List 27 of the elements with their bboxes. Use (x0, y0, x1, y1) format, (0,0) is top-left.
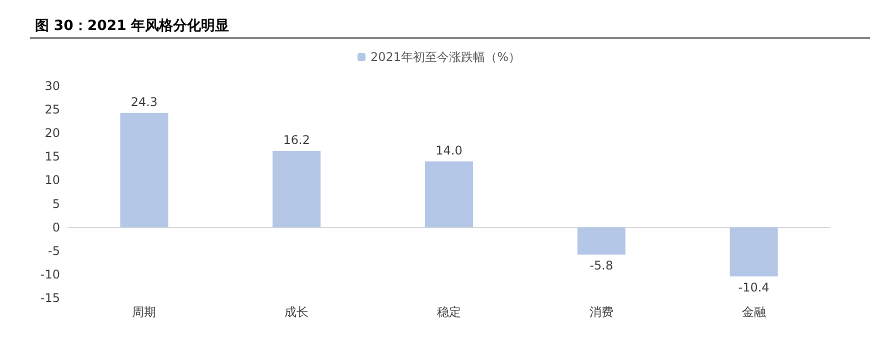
y-tick-label: 10 (44, 173, 60, 188)
bar (730, 227, 778, 276)
y-tick-label: 15 (44, 150, 60, 164)
text: -10.4 (738, 280, 770, 294)
bar (272, 151, 321, 228)
text: 16.2 (283, 133, 310, 148)
y-tick-label: 30 (44, 79, 60, 93)
y-tick-label: -5 (48, 244, 60, 258)
chart-title: 图 30：2021 年风格分化明显 (35, 18, 230, 34)
y-tick-label: -10 (40, 267, 60, 282)
bar (425, 161, 473, 228)
text: 24.3 (130, 94, 158, 109)
x-tick-label: 稳定 (437, 305, 461, 319)
y-tick-label: 20 (44, 126, 60, 140)
y-tick-label: 25 (44, 102, 60, 117)
bar (120, 112, 168, 228)
x-tick-label: 消费 (589, 305, 614, 319)
x-tick-label: 金融 (742, 305, 766, 319)
x-tick-label: 周期 (132, 305, 156, 319)
y-tick-label: 5 (52, 196, 60, 211)
text: -5.8 (590, 258, 614, 273)
text: 14.0 (436, 143, 462, 158)
y-tick-label: 0 (52, 220, 60, 234)
y-tick-label: -15 (40, 291, 60, 305)
x-tick-label: 成长 (284, 305, 309, 319)
bar (577, 227, 626, 255)
legend-label: 2021年初至今涨跌幅（%） (370, 50, 520, 64)
